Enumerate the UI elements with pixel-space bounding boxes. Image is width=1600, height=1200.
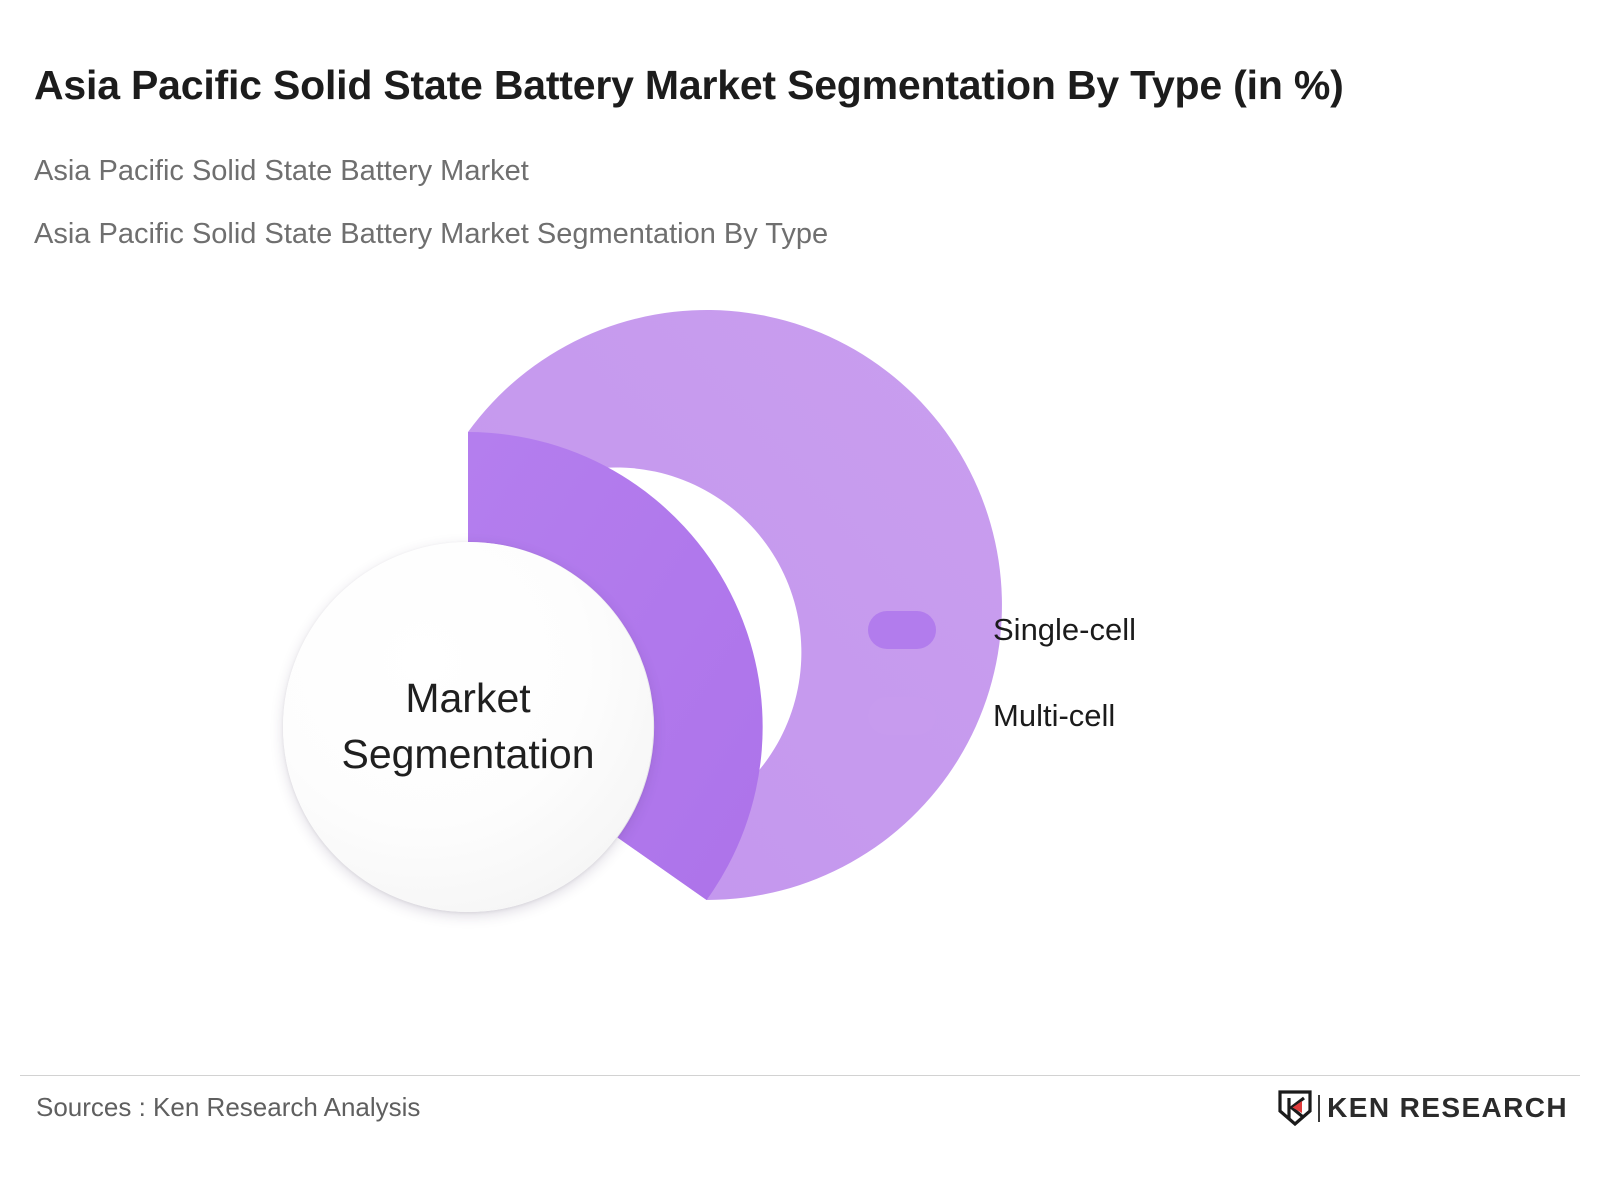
brand-logo: KEN RESEARCH — [1278, 1090, 1568, 1126]
donut-chart: Market Segmentation — [173, 310, 1002, 1022]
ken-research-shield-icon — [1278, 1090, 1312, 1126]
brand-name: KEN RESEARCH — [1327, 1092, 1568, 1123]
donut-center-line-1: Market — [405, 675, 531, 722]
donut-center-line-2: Segmentation — [341, 731, 595, 777]
donut-slice-single-cell[interactable] — [468, 432, 763, 900]
chart-subtitle-primary: Asia Pacific Solid State Battery Market — [34, 155, 529, 188]
page-title: Asia Pacific Solid State Battery Market … — [34, 62, 1344, 108]
legend-label: Multi-cell — [993, 698, 1116, 733]
legend-swatch-icon — [868, 697, 936, 735]
chart-subtitle-secondary: Asia Pacific Solid State Battery Market … — [34, 217, 829, 250]
chart-plot-area: Market Segmentation Single-cell Multi-ce… — [0, 310, 1600, 1060]
chart-legend: Single-cell Multi-cell — [868, 608, 1136, 780]
donut-center-label: Market Segmentation — [283, 542, 653, 912]
legend-item-single-cell[interactable]: Single-cell — [868, 608, 1136, 652]
donut-slice-multi-cell[interactable] — [468, 310, 1002, 901]
legend-item-multi-cell[interactable]: Multi-cell — [868, 694, 1136, 738]
legend-label: Single-cell — [993, 612, 1137, 647]
chart-header: Asia Pacific Solid State Battery Market … — [34, 58, 1534, 252]
source-note: Sources : Ken Research Analysis — [36, 1092, 421, 1122]
brand-divider — [1318, 1094, 1321, 1122]
footer-divider — [20, 1075, 1580, 1076]
donut-slices — [468, 310, 1002, 901]
legend-swatch-icon — [868, 611, 936, 649]
